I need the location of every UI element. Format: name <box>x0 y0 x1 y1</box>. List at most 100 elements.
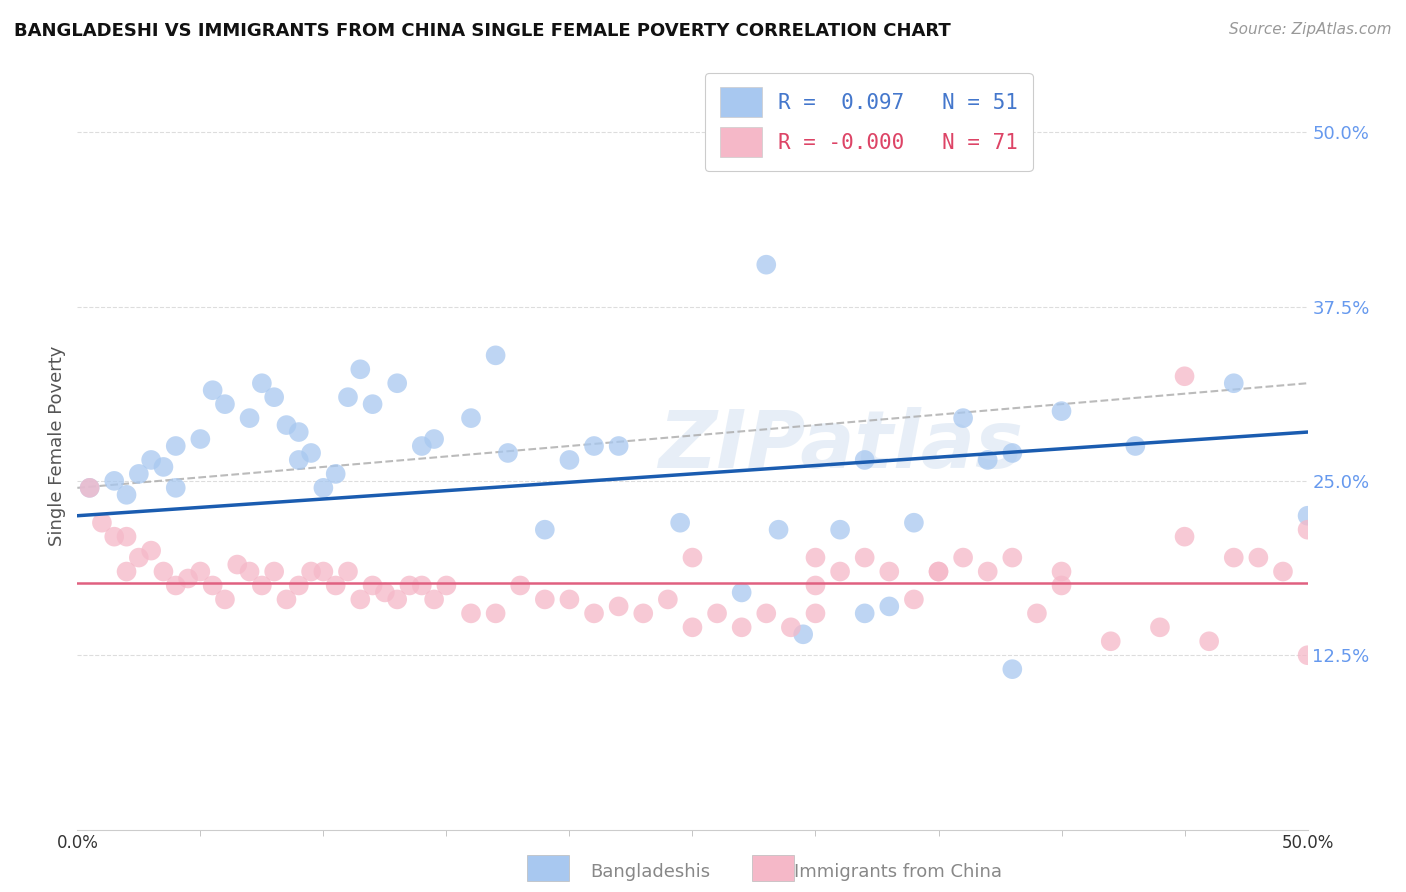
Point <box>509 578 531 592</box>
Point <box>337 390 360 404</box>
Point <box>1174 369 1197 384</box>
Point <box>276 418 298 433</box>
Point <box>682 620 704 634</box>
Point <box>792 627 814 641</box>
Point <box>558 453 581 467</box>
Point <box>349 362 371 376</box>
Point <box>977 453 1000 467</box>
Point <box>214 592 236 607</box>
Point <box>534 592 557 607</box>
Point <box>141 453 163 467</box>
Point <box>804 550 827 565</box>
Point <box>952 411 974 425</box>
Point <box>288 453 311 467</box>
Point <box>706 607 728 621</box>
Point <box>276 592 298 607</box>
Point <box>485 607 508 621</box>
Point <box>250 578 273 592</box>
Text: Source: ZipAtlas.com: Source: ZipAtlas.com <box>1229 22 1392 37</box>
Point <box>325 578 347 592</box>
Point <box>165 439 187 453</box>
Text: ZIPatlas: ZIPatlas <box>658 407 1022 485</box>
Point <box>288 425 311 439</box>
Point <box>1149 620 1171 634</box>
Point <box>398 578 420 592</box>
Legend: R =  0.097   N = 51, R = -0.000   N = 71: R = 0.097 N = 51, R = -0.000 N = 71 <box>706 73 1032 171</box>
Point <box>731 620 754 634</box>
Point <box>177 572 200 586</box>
Text: Immigrants from China: Immigrants from China <box>794 863 1002 881</box>
Point <box>633 607 655 621</box>
Point <box>853 607 876 621</box>
Point <box>1001 446 1024 460</box>
Point <box>755 607 778 621</box>
Point <box>534 523 557 537</box>
Point <box>1272 565 1295 579</box>
Point <box>460 411 482 425</box>
Point <box>928 565 950 579</box>
Point <box>830 565 852 579</box>
Point <box>226 558 249 572</box>
Point <box>1247 550 1270 565</box>
Point <box>312 565 335 579</box>
Point <box>853 550 876 565</box>
Point <box>374 585 396 599</box>
Point <box>1296 508 1319 523</box>
Point <box>1001 550 1024 565</box>
Point <box>115 488 138 502</box>
Point <box>250 376 273 391</box>
Point <box>165 578 187 592</box>
Point <box>188 432 212 446</box>
Point <box>312 481 335 495</box>
Point <box>1296 523 1319 537</box>
Point <box>928 565 950 579</box>
Point <box>607 439 630 453</box>
Point <box>977 565 1000 579</box>
Point <box>1296 648 1319 663</box>
Point <box>128 467 150 481</box>
Point <box>411 439 433 453</box>
Point <box>299 446 322 460</box>
Point <box>879 565 901 579</box>
Point <box>115 565 138 579</box>
Point <box>239 411 262 425</box>
Text: BANGLADESHI VS IMMIGRANTS FROM CHINA SINGLE FEMALE POVERTY CORRELATION CHART: BANGLADESHI VS IMMIGRANTS FROM CHINA SIN… <box>14 22 950 40</box>
Point <box>141 543 163 558</box>
Point <box>804 607 827 621</box>
Point <box>1099 634 1122 648</box>
Point <box>755 258 778 272</box>
Point <box>879 599 901 614</box>
Point <box>583 439 606 453</box>
Point <box>361 578 384 592</box>
Point <box>830 523 852 537</box>
Point <box>349 592 371 607</box>
Point <box>780 620 803 634</box>
Point <box>436 578 458 592</box>
Point <box>201 383 224 397</box>
Point <box>79 481 101 495</box>
Point <box>299 565 322 579</box>
Point <box>1001 662 1024 676</box>
Point <box>337 565 360 579</box>
Point <box>1050 404 1073 418</box>
Point <box>1050 565 1073 579</box>
Point <box>201 578 224 592</box>
Point <box>90 516 114 530</box>
Text: Bangladeshis: Bangladeshis <box>591 863 710 881</box>
Point <box>1223 550 1246 565</box>
Point <box>214 397 236 411</box>
Point <box>903 592 925 607</box>
Point <box>165 481 187 495</box>
Point <box>682 550 704 565</box>
Point <box>115 530 138 544</box>
Point <box>853 453 876 467</box>
Point <box>460 607 482 621</box>
Point <box>485 348 508 362</box>
Point <box>239 565 262 579</box>
Point <box>903 516 925 530</box>
Point <box>423 432 446 446</box>
Point <box>607 599 630 614</box>
Point <box>731 585 754 599</box>
Point <box>79 481 101 495</box>
Point <box>1125 439 1147 453</box>
